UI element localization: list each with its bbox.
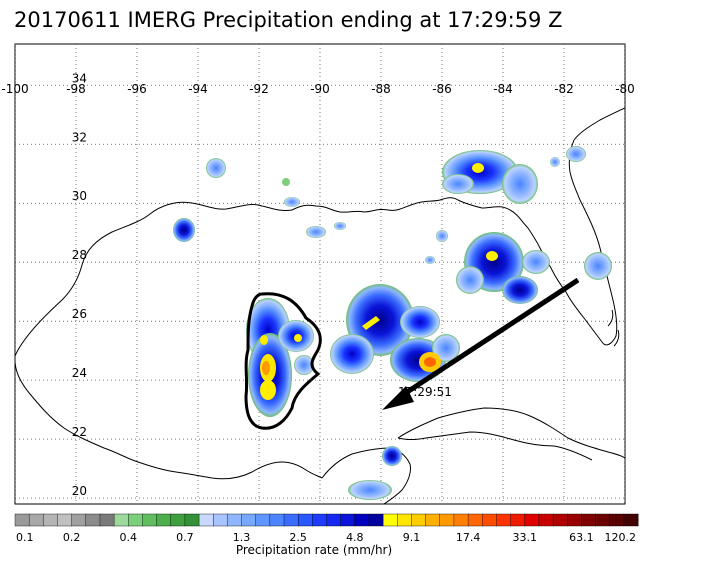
lat-tick-label: 34 bbox=[72, 71, 87, 85]
colorbar-swatch bbox=[411, 513, 427, 527]
lon-tick-label: -92 bbox=[249, 82, 269, 96]
colorbar-title: Precipitation rate (mm/hr) bbox=[236, 543, 392, 557]
colorbar-swatch bbox=[439, 513, 455, 527]
colorbar-swatch bbox=[156, 513, 172, 527]
colorbar-swatch bbox=[524, 513, 540, 527]
colorbar-swatch bbox=[354, 513, 370, 527]
colorbar-swatch bbox=[28, 513, 44, 527]
colorbar-swatch bbox=[312, 513, 328, 527]
lat-tick-label: 22 bbox=[72, 425, 87, 439]
colorbar-label: 0.1 bbox=[16, 531, 34, 544]
colorbar-swatch bbox=[453, 513, 469, 527]
colorbar-swatch bbox=[43, 513, 58, 527]
colorbar-swatch bbox=[382, 513, 398, 527]
colorbar-swatch bbox=[99, 513, 115, 527]
lon-tick-label: -100 bbox=[1, 82, 28, 96]
lat-tick-label: 26 bbox=[72, 307, 87, 321]
lon-tick-label: -94 bbox=[188, 82, 208, 96]
colorbar-swatch bbox=[595, 513, 611, 527]
colorbar-swatch bbox=[85, 513, 101, 527]
colorbar-swatch bbox=[425, 513, 441, 527]
colorbar-swatch bbox=[538, 513, 554, 527]
lat-tick-label: 20 bbox=[72, 484, 87, 498]
map-frame bbox=[14, 43, 626, 505]
colorbar-swatch bbox=[397, 513, 412, 527]
lon-tick-label: -90 bbox=[310, 82, 330, 96]
colorbar-swatch bbox=[227, 513, 243, 527]
lon-tick-label: -84 bbox=[493, 82, 513, 96]
lat-tick-label: 30 bbox=[72, 189, 87, 203]
colorbar-swatch bbox=[552, 513, 568, 527]
colorbar-swatch bbox=[368, 513, 384, 527]
colorbar-swatch bbox=[142, 513, 158, 527]
colorbar-swatch bbox=[283, 513, 299, 527]
lon-tick-label: -96 bbox=[127, 82, 147, 96]
lat-tick-label: 32 bbox=[72, 130, 87, 144]
colorbar-swatch bbox=[241, 513, 257, 527]
precipitation-field bbox=[173, 146, 612, 500]
colorbar-swatch bbox=[170, 513, 186, 527]
colorbar-swatch bbox=[297, 513, 313, 527]
colorbar-label: 0.4 bbox=[120, 531, 138, 544]
colorbar-swatch bbox=[623, 513, 639, 527]
colorbar-swatch bbox=[326, 513, 342, 527]
map-title: 20170611 IMERG Precipitation ending at 1… bbox=[14, 8, 563, 32]
colorbar-swatch bbox=[567, 513, 582, 527]
colorbar-swatch bbox=[184, 513, 200, 527]
colorbar-labels: 0.1 0.2 0.4 0.7 1.3 2.5 4.8 9.1 17.4 33.1 63.1 120.… bbox=[16, 531, 636, 544]
coastline bbox=[15, 107, 625, 504]
lon-tick-label: -98 bbox=[66, 82, 86, 96]
colorbar-swatch bbox=[57, 513, 73, 527]
colorbar-label: 9.1 bbox=[403, 531, 421, 544]
colorbar-swatch bbox=[609, 513, 625, 527]
colorbar-swatch bbox=[340, 513, 356, 527]
lat-tick-label: 24 bbox=[72, 366, 87, 380]
colorbar-swatch bbox=[510, 513, 526, 527]
track-time-label: 17:29:51 bbox=[398, 385, 452, 399]
lon-tick-label: -86 bbox=[432, 82, 452, 96]
colorbar-swatch bbox=[269, 513, 285, 527]
colorbar-swatch bbox=[198, 513, 214, 527]
colorbar-swatch bbox=[581, 513, 597, 527]
lon-tick-label: -80 bbox=[615, 82, 635, 96]
colorbar-swatch bbox=[213, 513, 228, 527]
lon-tick-label: -82 bbox=[554, 82, 574, 96]
colorbar-label: 120.2 bbox=[605, 531, 637, 544]
colorbar-swatch bbox=[14, 513, 30, 527]
latitude-labels: 20 22 24 26 28 30 32 34 bbox=[72, 71, 87, 498]
lat-tick-label: 28 bbox=[72, 248, 87, 262]
satellite-track-arrow bbox=[382, 277, 580, 410]
colorbar-label: 0.7 bbox=[176, 531, 194, 544]
colorbar-label: 17.4 bbox=[456, 531, 481, 544]
colorbar-label: 2.5 bbox=[289, 531, 307, 544]
colorbar-label: 63.1 bbox=[569, 531, 594, 544]
colorbar-swatch bbox=[71, 513, 87, 527]
colorbar-label: 4.8 bbox=[346, 531, 364, 544]
colorbar-label: 0.2 bbox=[63, 531, 81, 544]
colorbar-swatch bbox=[128, 513, 143, 527]
colorbar-swatch bbox=[113, 513, 129, 527]
colorbar bbox=[14, 513, 639, 527]
longitude-labels: -100 -98 -96 -94 -92 -90 -88 -86 -84 -82 -80 bbox=[1, 82, 634, 96]
colorbar-label: 33.1 bbox=[512, 531, 537, 544]
colorbar-swatch bbox=[467, 513, 483, 527]
colorbar-swatch bbox=[482, 513, 497, 527]
lon-tick-label: -88 bbox=[371, 82, 391, 96]
colorbar-swatch bbox=[496, 513, 512, 527]
colorbar-label: 1.3 bbox=[233, 531, 251, 544]
colorbar-swatch bbox=[255, 513, 271, 527]
